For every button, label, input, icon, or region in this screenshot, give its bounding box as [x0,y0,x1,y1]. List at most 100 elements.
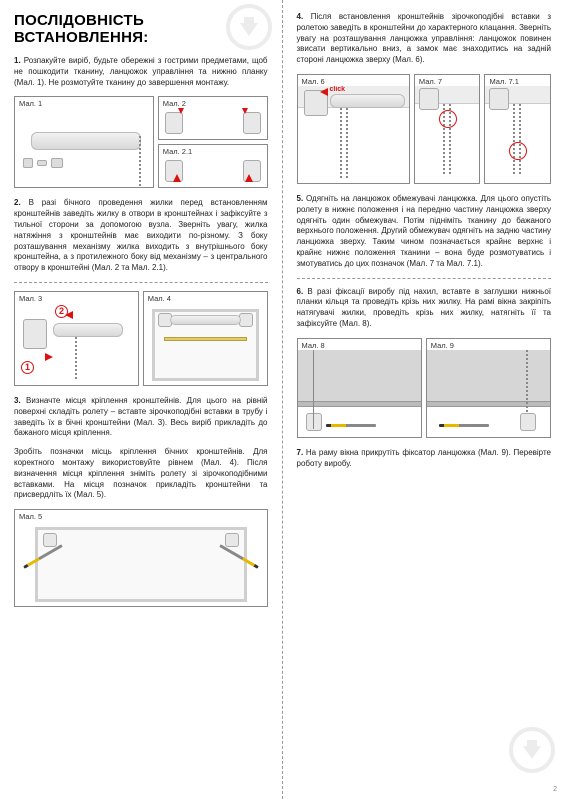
figure-1-body [15,108,153,187]
part-icon [37,160,47,166]
figure-1: Мал. 1 [14,96,154,188]
figure-8-label: Мал. 8 [298,339,421,350]
bracket-icon [243,112,261,134]
figure-7-1-label: Мал. 7.1 [485,75,550,86]
step-7-text: 7. На раму вікна прикрутіть фіксатор лан… [297,448,552,470]
chain-icon [340,108,342,178]
arrow-icon [173,174,181,182]
bracket-icon [165,112,183,134]
divider [14,282,268,283]
left-column: ПОСЛІДОВНІСТЬ ВСТАНОВЛЕННЯ: 1. Розпакуйт… [0,0,283,799]
figure-row-3: Мал. 5 [14,509,268,607]
step-4-body: Після встановлення кронштейнів зірочкопо… [297,12,552,64]
step-6-num: 6. [297,287,304,296]
highlight-circle-icon [509,142,527,160]
figure-2-1-body [159,156,267,187]
screwdriver-icon [439,424,489,427]
bottom-bar-icon [298,401,421,407]
screwdriver-icon [326,424,376,427]
bottom-bar-icon [427,401,550,407]
step-marker-1: 1 [21,361,34,374]
figure-row-5: Мал. 8 Мал. 9 [297,338,552,438]
chain-icon [526,350,528,412]
bracket-icon [489,88,509,110]
roller-blind-icon [31,132,141,150]
arrow-icon [65,311,73,319]
cord-icon [313,350,314,429]
chain-icon [75,337,77,381]
fabric-icon [427,350,550,407]
figure-4: Мал. 4 [143,291,268,386]
bracket-icon [23,319,47,349]
figure-2-group: Мал. 2 Мал. 2.1 [158,96,268,188]
watermark-bar [527,740,537,750]
step-6-text: 6. В разі фіксації виробу під нахил, вст… [297,287,552,330]
step-2-num: 2. [14,198,21,207]
chain-icon [346,108,348,178]
arrow-icon [45,353,53,361]
bracket-icon [419,88,439,110]
figure-6-label: Мал. 6 [298,75,409,86]
figure-7: Мал. 7 [414,74,481,184]
click-label: click [330,86,346,93]
chain-icon [519,104,521,176]
figure-2-label: Мал. 2 [159,97,267,108]
step-4-text: 4. Після встановлення кронштейнів зірочк… [297,12,552,66]
fabric-icon [298,350,421,407]
step-1-body: Розпакуйте виріб, будьте обережні з гост… [14,56,268,87]
figure-2: Мал. 2 [158,96,268,140]
figure-5: Мал. 5 [14,509,268,607]
step-1-num: 1. [14,56,21,65]
roller-icon [53,323,123,337]
step-3b-text: Зробіть позначки місць кріплення бічних … [14,447,268,501]
figure-row-2: Мал. 3 1 2 Мал. 4 [14,291,268,386]
figure-9-label: Мал. 9 [427,339,550,350]
window-frame-icon [35,527,247,602]
figure-3-body: 1 2 [15,303,138,385]
step-7-num: 7. [297,448,304,457]
step-5-num: 5. [297,194,304,203]
figure-4-label: Мал. 4 [144,292,267,303]
arrow-icon [320,88,328,96]
arrow-icon [245,174,253,182]
step-4-num: 4. [297,12,304,21]
step-2-body: В разі бічного проведення жилки перед вс… [14,198,268,272]
arrow-icon [177,108,185,114]
roller-icon [170,315,241,325]
divider [297,278,552,279]
step-6-body: В разі фіксації виробу під нахил, вставт… [297,287,552,328]
figure-row-4: Мал. 6 click Мал. 7 [297,74,552,184]
figure-9: Мал. 9 [426,338,551,438]
figure-5-label: Мал. 5 [15,510,267,521]
tensioner-icon [306,413,322,431]
page: ПОСЛІДОВНІСТЬ ВСТАНОВЛЕННЯ: 1. Розпакуйт… [0,0,565,799]
step-3-num: 3. [14,396,21,405]
chain-icon [513,104,515,176]
step-3a-text: 3. Визначте місця кріплення кронштейнів.… [14,396,268,439]
roller-icon [330,94,405,108]
figure-7-1: Мал. 7.1 [484,74,551,184]
figure-8: Мал. 8 [297,338,422,438]
bracket-icon [43,533,57,547]
figure-7-label: Мал. 7 [415,75,480,86]
figure-7-body [415,86,480,183]
figure-8-body [298,350,421,437]
page-number: 2 [553,786,557,793]
chain-icon [139,136,141,186]
figure-3: Мал. 3 1 2 [14,291,139,386]
bracket-icon [239,313,253,327]
figure-1-label: Мал. 1 [15,97,153,108]
step-5-text: 5. Одягніть на ланцюжок обмежувачі ланцю… [297,194,552,270]
highlight-circle-icon [439,110,457,128]
figure-2-1-label: Мал. 2.1 [159,145,267,156]
figure-3-label: Мал. 3 [15,292,138,303]
figure-6-body: click [298,86,409,183]
step-5-body: Одягніть на ланцюжок обмежувачі ланцюжка… [297,194,552,268]
level-icon [164,337,247,341]
step-7-body: На раму вікна прикрутіть фіксатор ланцюж… [297,448,551,468]
step-1-text: 1. Розпакуйте виріб, будьте обережні з г… [14,56,268,88]
figure-2-body [159,108,267,139]
figure-9-body [427,350,550,437]
figure-2-1: Мал. 2.1 [158,144,268,188]
watermark-icon [509,727,555,773]
